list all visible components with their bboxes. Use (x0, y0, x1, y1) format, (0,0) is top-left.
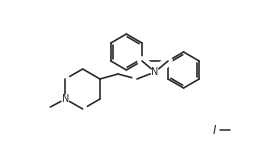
Text: N: N (62, 94, 69, 104)
Text: I: I (213, 125, 217, 138)
Text: N: N (151, 67, 159, 77)
